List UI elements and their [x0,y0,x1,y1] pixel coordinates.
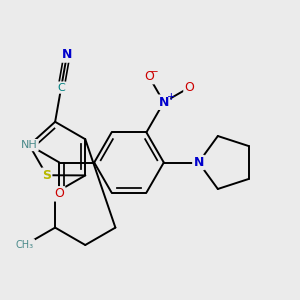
Text: O: O [55,187,64,200]
Text: NH: NH [21,140,38,150]
Text: O: O [184,81,194,94]
Text: N: N [159,96,169,109]
Text: O: O [144,70,154,83]
Text: −: − [150,67,158,76]
Text: S: S [42,169,51,182]
Text: +: + [167,92,175,102]
Text: N: N [62,49,72,62]
Text: N: N [194,156,204,169]
Text: CH₃: CH₃ [16,240,34,250]
Text: C: C [57,82,65,93]
